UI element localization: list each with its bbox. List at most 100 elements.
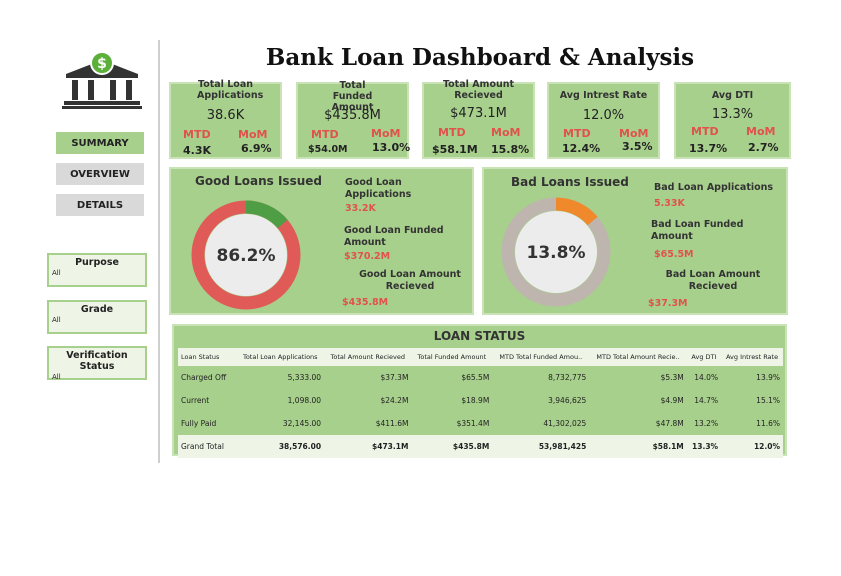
bad-loans-percent: 13.8% (527, 243, 586, 263)
table-cell: 1,098.00 (287, 396, 322, 405)
table-cell: 5,333.00 (287, 373, 322, 382)
table-cell: $37.3M (380, 373, 409, 382)
table-cell: $435.8M (411, 435, 493, 458)
column-header[interactable]: Total Loan Applications (236, 348, 325, 366)
column-header[interactable]: Avg Intrest Rate (721, 348, 783, 366)
verification-status-filter-label: Verification Status (66, 350, 128, 372)
column-header[interactable]: Avg DTI (686, 348, 722, 366)
sidebar-divider (158, 40, 160, 463)
table-cell: $58.1M (589, 435, 687, 458)
kpi-card-total-loan-applications: Total Loan Applications 38.6K MTD MoM 4.… (169, 79, 282, 159)
nav-overview-button[interactable]: OVERVIEW (56, 163, 144, 185)
grade-filter[interactable]: Grade All (47, 300, 147, 334)
grade-filter-value: All (52, 316, 61, 324)
good-loans-percent: 86.2% (217, 246, 276, 266)
kpi-mom-label: MoM (746, 125, 776, 138)
bad-loan-applications-label: Bad Loan Applications (654, 182, 774, 193)
table-cell: $65.5M (461, 373, 490, 382)
bad-loan-applications-value: 5.33K (654, 198, 685, 209)
kpi-mom-label: MoM (491, 126, 521, 139)
kpi-label: Total Loan Applications (197, 79, 264, 101)
kpi-mom-value: 15.8% (491, 143, 530, 156)
bad-loan-funded-value: $65.5M (654, 249, 694, 260)
donut-center (205, 214, 287, 296)
donut-highlight-arc (501, 197, 611, 307)
kpi-card-avg-intrest-rate: Avg Intrest Rate 12.0% MTD MoM 12.4% 3.5… (547, 82, 660, 159)
good-loan-applications-label: Good Loan Applications (345, 177, 412, 200)
kpi-mtd-value: 4.3K (183, 144, 212, 157)
good-loans-panel: Good Loans Issued 86.2% Good Loan Applic… (169, 167, 474, 315)
bad-loan-funded-label: Bad Loan Funded Amount (651, 219, 744, 242)
table-cell: 13.9% (756, 373, 780, 382)
kpi-card-total-amount-recieved: Total Amount Recieved $473.1M MTD MoM $5… (422, 79, 535, 159)
table-cell: 53,981,425 (492, 435, 590, 458)
table-header-row: Loan Status Total Loan Applications Tota… (178, 348, 783, 366)
grand-total-row: Grand Total 38,576.00 $473.1M $435.8M 53… (178, 435, 783, 458)
table-cell: Grand Total (178, 435, 237, 458)
table-cell: $24.2M (380, 396, 409, 405)
page-title: Bank Loan Dashboard & Analysis (265, 44, 695, 71)
table-cell: 8,732,775 (548, 373, 587, 382)
good-loans-title: Good Loans Issued (195, 174, 322, 188)
kpi-mom-label: MoM (371, 127, 401, 140)
table-cell: Current (181, 396, 210, 405)
good-loan-received-value: $435.8M (342, 297, 389, 308)
grade-filter-label: Grade (80, 304, 114, 315)
kpi-card-total-funded-amount: Total Funded Amount $435.8M MTD MoM $54.… (296, 80, 410, 159)
kpi-mtd-value: $54.0M (308, 144, 348, 155)
table-cell: 12.0% (721, 435, 783, 458)
kpi-value: 12.0% (582, 108, 625, 123)
kpi-value: 13.3% (711, 107, 754, 122)
nav-details-button[interactable]: DETAILS (56, 194, 144, 216)
kpi-mtd-label: MTD (438, 126, 466, 139)
table-row: Fully Paid 32,145.00 $411.6M $351.4M 41,… (178, 412, 783, 435)
kpi-value: 38.6K (206, 108, 245, 123)
verification-status-filter[interactable]: Verification Status All (47, 346, 147, 381)
kpi-value: $435.8M (324, 108, 381, 123)
kpi-mom-value: 2.7% (748, 141, 779, 154)
table-cell: 14.7% (694, 396, 719, 405)
good-loan-applications-value: 33.2K (345, 203, 376, 214)
kpi-card-avg-dti: Avg DTI 13.3% MTD MoM 13.7% 2.7% (674, 82, 791, 159)
good-loan-funded-value: $370.2M (344, 251, 391, 262)
bad-loan-received-label: Bad Loan Amount Recieved (665, 269, 761, 292)
table-row: Current 1,098.00 $24.2M $18.9M 3,946,625… (178, 389, 783, 412)
kpi-label: Total Amount Recieved (442, 79, 515, 101)
column-header[interactable]: Total Amount Recieved (324, 348, 412, 366)
table-cell: 41,302,025 (543, 419, 587, 428)
bad-loans-donut: 13.8% (501, 197, 611, 307)
nav-summary-button[interactable]: SUMMARY (56, 132, 144, 154)
table-cell: 32,145.00 (282, 419, 322, 428)
kpi-value: $473.1M (450, 106, 507, 121)
good-loans-donut: 86.2% (191, 200, 301, 310)
table-cell: $473.1M (324, 435, 412, 458)
donut-highlight-arc (191, 200, 301, 310)
table-cell: 3,946,625 (548, 396, 587, 405)
svg-text:$: $ (97, 56, 107, 72)
table-cell: Fully Paid (181, 419, 217, 428)
kpi-mom-value: 6.9% (241, 142, 272, 155)
table-cell: $351.4M (456, 419, 490, 428)
table-cell: 13.2% (694, 419, 719, 428)
table-cell: 38,576.00 (236, 435, 325, 458)
kpi-label: Avg Intrest Rate (559, 90, 648, 101)
donut-center (515, 211, 597, 293)
column-header[interactable]: Loan Status (178, 348, 237, 366)
loan-status-table: Loan Status Total Loan Applications Tota… (178, 348, 783, 458)
purpose-filter[interactable]: Purpose All (47, 253, 147, 287)
kpi-mtd-label: MTD (563, 127, 591, 140)
kpi-mtd-value: 13.7% (689, 142, 728, 155)
column-header[interactable]: Total Funded Amount (411, 348, 493, 366)
column-header[interactable]: MTD Total Amount Recie.. (589, 348, 687, 366)
table-cell: 14.0% (694, 373, 719, 382)
kpi-mtd-label: MTD (183, 128, 211, 141)
bank-dollar-icon: $ (58, 50, 146, 110)
column-header[interactable]: MTD Total Funded Amou.. (492, 348, 590, 366)
kpi-mom-value: 3.5% (622, 140, 653, 153)
good-loan-funded-label: Good Loan Funded Amount (344, 225, 444, 248)
kpi-label: Total Funded Amount (331, 80, 374, 113)
good-loan-received-label: Good Loan Amount Recieved (359, 269, 461, 292)
verification-status-filter-value: All (52, 373, 61, 381)
purpose-filter-value: All (52, 269, 61, 277)
table-cell: $47.8M (655, 419, 684, 428)
